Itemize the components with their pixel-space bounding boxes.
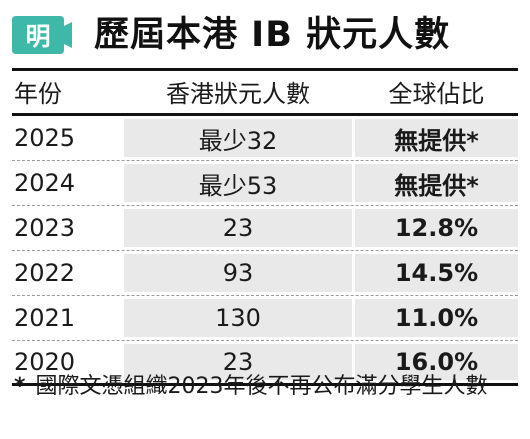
logo-speech-bubble-icon (12, 16, 72, 54)
footnote-text: 國際文憑組織2023年後不再公布滿分學生人數 (35, 374, 488, 399)
table-row: 2025 最少32 無提供* (12, 116, 518, 161)
hk-count-cell: 23 (124, 209, 352, 247)
header: 明 歷屆本港 IB 狀元人數 (0, 0, 530, 68)
ming-pao-logo: 明 (12, 12, 74, 58)
ib-top-scorers-table: 年份 香港狀元人數 全球佔比 2025 最少32 無提供* 2024 最少53 … (12, 70, 518, 386)
year-cell: 2020 (14, 348, 76, 376)
year-cell: 2022 (14, 259, 76, 287)
global-share-cell: 14.5% (355, 254, 518, 292)
table-header-row: 年份 香港狀元人數 全球佔比 (12, 70, 518, 116)
global-share-cell: 16.0% (355, 344, 518, 380)
hk-count-cell: 93 (124, 254, 352, 292)
logo-character: 明 (25, 22, 51, 51)
year-cell: 2021 (14, 304, 76, 332)
table-top-rule (12, 68, 518, 71)
global-share-cell: 12.8% (355, 209, 518, 247)
column-header-year: 年份 (14, 80, 62, 108)
footnote-asterisk: * (14, 374, 26, 399)
year-cell: 2025 (14, 124, 76, 152)
table-row: 2023 23 12.8% (12, 206, 518, 251)
table-row: 2020 23 16.0% (12, 341, 518, 386)
footnote: * 國際文憑組織2023年後不再公布滿分學生人數 (14, 372, 520, 402)
hk-count-cell: 最少32 (124, 119, 352, 157)
year-cell: 2024 (14, 169, 76, 197)
global-share-cell: 無提供* (355, 119, 518, 157)
table-row: 2024 最少53 無提供* (12, 161, 518, 206)
column-header-global-share: 全球佔比 (388, 80, 485, 108)
global-share-cell: 無提供* (355, 164, 518, 202)
hk-count-cell: 23 (124, 344, 352, 380)
table-row: 2022 93 14.5% (12, 251, 518, 296)
page-title: 歷屆本港 IB 狀元人數 (94, 15, 451, 55)
hk-count-cell: 130 (124, 299, 352, 337)
year-cell: 2023 (14, 214, 76, 242)
table-row: 2021 130 11.0% (12, 296, 518, 341)
hk-count-cell: 最少53 (124, 164, 352, 202)
global-share-cell: 11.0% (355, 299, 518, 337)
column-header-hk-count: 香港狀元人數 (166, 80, 310, 108)
